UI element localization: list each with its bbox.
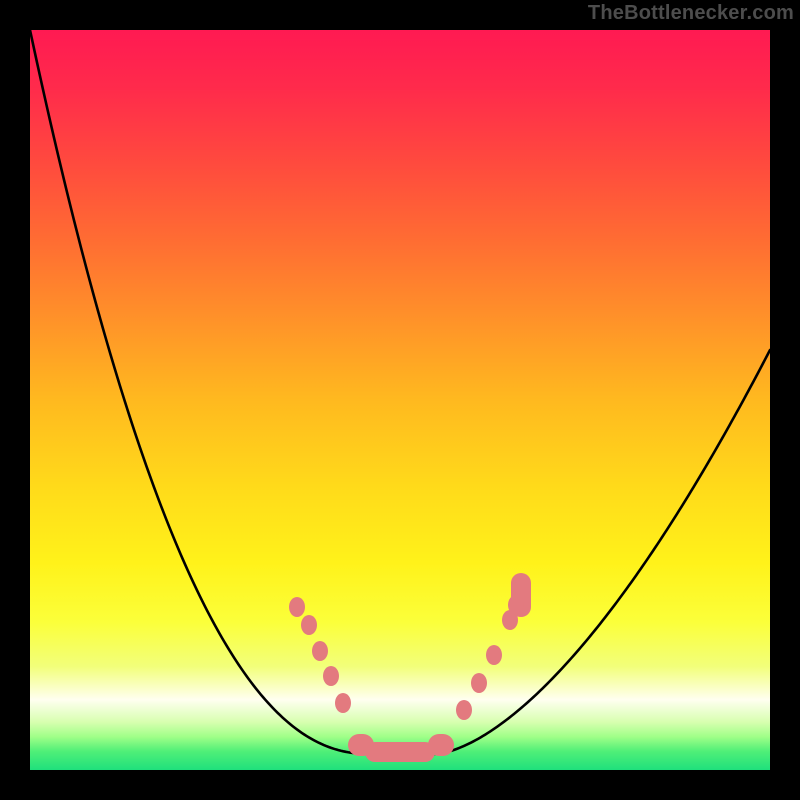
marker-dot (456, 700, 472, 720)
marker-dot (471, 673, 487, 693)
plot-area (30, 30, 770, 770)
marker-dot (508, 595, 524, 615)
chart-root: TheBottlenecker.com (0, 0, 800, 800)
marker-dot (289, 597, 305, 617)
marker-pill (365, 742, 435, 762)
marker-dot (335, 693, 351, 713)
watermark-text: TheBottlenecker.com (588, 2, 794, 25)
marker-dot (301, 615, 317, 635)
chart-svg (0, 0, 800, 800)
marker-dot (312, 641, 328, 661)
marker-dot (486, 645, 502, 665)
marker-pill (348, 734, 374, 756)
marker-pill (428, 734, 454, 756)
marker-dot (323, 666, 339, 686)
